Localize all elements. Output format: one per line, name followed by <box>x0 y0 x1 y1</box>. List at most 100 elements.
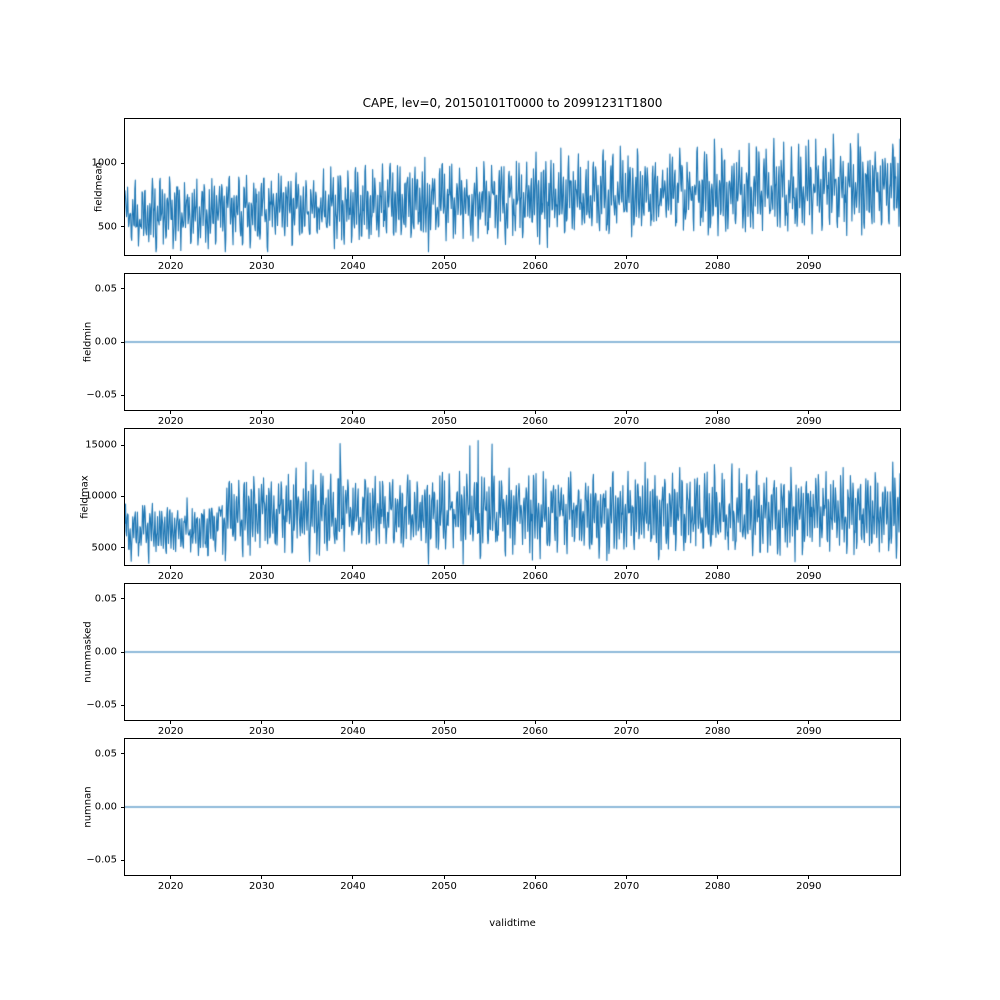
subplot-fieldmin <box>124 273 901 411</box>
x-tick-mark <box>352 875 354 879</box>
x-tick-label: 2020 <box>157 416 184 427</box>
y-axis-label-fieldmean: fieldmean <box>93 162 105 212</box>
x-tick-label: 2080 <box>704 261 731 272</box>
y-tick-label: −0.05 <box>86 389 117 401</box>
x-tick-mark <box>261 410 263 414</box>
subplot-fieldmean <box>124 118 901 256</box>
x-tick-label: 2070 <box>613 726 640 737</box>
y-tick-mark <box>121 226 125 228</box>
x-tick-label: 2060 <box>522 261 549 272</box>
x-tick-label: 2030 <box>249 261 275 272</box>
x-tick-label: 2030 <box>249 571 275 582</box>
y-tick-label: 500 <box>97 221 117 233</box>
x-tick-label: 2050 <box>431 261 457 272</box>
y-tick-mark <box>121 394 125 396</box>
y-tick-mark <box>121 806 125 808</box>
plot-canvas-fieldmean <box>125 119 900 255</box>
x-tick-label: 2080 <box>704 571 731 582</box>
x-tick-mark <box>443 565 445 569</box>
x-tick-mark <box>534 720 536 724</box>
plot-canvas-nummasked <box>125 584 900 720</box>
plot-canvas-fieldmin <box>125 274 900 410</box>
x-tick-label: 2080 <box>704 726 731 737</box>
x-tick-label: 2020 <box>157 571 184 582</box>
x-tick-mark <box>625 410 627 414</box>
x-tick-label: 2040 <box>340 416 366 427</box>
x-tick-mark <box>352 410 354 414</box>
x-tick-label: 2090 <box>796 261 822 272</box>
x-tick-mark <box>625 565 627 569</box>
chart-title: CAPE, lev=0, 20150101T0000 to 20991231T1… <box>362 96 663 110</box>
x-tick-label: 2040 <box>340 261 366 272</box>
plot-canvas-numnan <box>125 739 900 875</box>
x-tick-mark <box>170 410 172 414</box>
x-tick-mark <box>261 255 263 259</box>
x-tick-mark <box>534 410 536 414</box>
y-tick-mark <box>121 495 125 497</box>
x-tick-mark <box>808 255 810 259</box>
y-tick-label: 10000 <box>85 490 117 502</box>
x-tick-label: 2050 <box>431 881 457 892</box>
x-tick-mark <box>808 720 810 724</box>
x-tick-mark <box>808 410 810 414</box>
y-tick-mark <box>121 753 125 755</box>
y-tick-mark <box>121 288 125 290</box>
y-tick-mark <box>121 651 125 653</box>
x-tick-label: 2090 <box>796 571 822 582</box>
x-tick-label: 2070 <box>613 416 640 427</box>
x-tick-label: 2050 <box>431 726 457 737</box>
x-tick-label: 2020 <box>157 726 184 737</box>
subplot-nummasked <box>124 583 901 721</box>
x-tick-label: 2080 <box>704 881 731 892</box>
x-tick-label: 2060 <box>522 726 549 737</box>
y-tick-mark <box>121 859 125 861</box>
x-tick-mark <box>808 565 810 569</box>
x-tick-mark <box>534 875 536 879</box>
x-tick-mark <box>443 255 445 259</box>
x-tick-mark <box>352 565 354 569</box>
x-tick-label: 2060 <box>522 571 549 582</box>
x-tick-mark <box>625 255 627 259</box>
x-tick-mark <box>534 255 536 259</box>
x-tick-mark <box>534 565 536 569</box>
x-tick-label: 2070 <box>613 261 640 272</box>
subplot-fieldmax <box>124 428 901 566</box>
x-tick-label: 2060 <box>522 881 549 892</box>
x-tick-label: 2030 <box>249 416 275 427</box>
x-tick-mark <box>625 875 627 879</box>
x-tick-label: 2020 <box>157 261 184 272</box>
x-tick-label: 2070 <box>613 881 640 892</box>
x-tick-mark <box>170 565 172 569</box>
y-tick-mark <box>121 598 125 600</box>
x-tick-mark <box>808 875 810 879</box>
x-tick-mark <box>625 720 627 724</box>
y-tick-mark <box>121 341 125 343</box>
x-tick-label: 2040 <box>340 571 366 582</box>
x-tick-label: 2030 <box>249 726 275 737</box>
x-tick-mark <box>261 565 263 569</box>
x-tick-label: 2090 <box>796 726 822 737</box>
x-tick-mark <box>443 875 445 879</box>
x-tick-label: 2020 <box>157 881 184 892</box>
y-tick-label: 1000 <box>91 157 117 169</box>
x-tick-mark <box>352 255 354 259</box>
subplot-numnan <box>124 738 901 876</box>
x-tick-label: 2090 <box>796 881 822 892</box>
x-tick-label: 2060 <box>522 416 549 427</box>
x-tick-mark <box>717 875 719 879</box>
y-tick-label: 0.05 <box>94 283 117 295</box>
x-tick-mark <box>443 720 445 724</box>
x-tick-mark <box>352 720 354 724</box>
y-tick-mark <box>121 444 125 446</box>
y-tick-label: 0.00 <box>94 336 117 348</box>
x-tick-mark <box>717 255 719 259</box>
x-tick-mark <box>717 565 719 569</box>
y-tick-mark <box>121 547 125 549</box>
x-tick-mark <box>717 410 719 414</box>
x-tick-mark <box>261 720 263 724</box>
y-tick-label: 15000 <box>85 439 117 451</box>
x-tick-mark <box>443 410 445 414</box>
x-tick-label: 2050 <box>431 416 457 427</box>
x-tick-mark <box>170 255 172 259</box>
